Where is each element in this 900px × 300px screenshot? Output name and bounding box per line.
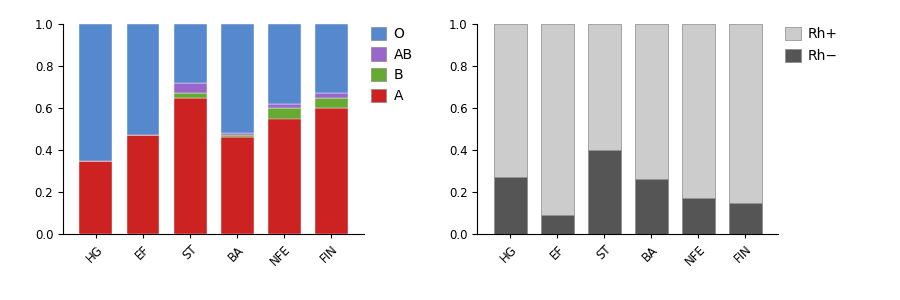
Bar [79,160,112,234]
Bar [634,179,668,234]
Bar [682,24,715,198]
Bar [268,104,301,108]
Bar [220,24,254,133]
Bar [268,118,301,234]
Legend: Rh+, Rh−: Rh+, Rh− [786,27,838,63]
Bar [729,202,762,234]
Bar [541,24,573,215]
Bar [315,98,347,108]
Bar [682,198,715,234]
Bar [220,133,254,135]
Bar [634,24,668,179]
Bar [268,24,301,104]
Bar [79,24,112,160]
Bar [541,215,573,234]
Bar [174,83,207,93]
Bar [315,24,347,93]
Bar [174,98,207,234]
Bar [174,24,207,83]
Bar [174,93,207,98]
Bar [127,24,159,135]
Bar [494,177,526,234]
Bar [220,135,254,137]
Bar [588,24,621,150]
Bar [268,108,301,119]
Legend: O, AB, B, A: O, AB, B, A [371,27,412,103]
Bar [729,24,762,203]
Bar [127,135,159,234]
Bar [588,150,621,234]
Bar [315,93,347,98]
Bar [220,137,254,234]
Bar [315,108,347,234]
Bar [494,24,526,177]
